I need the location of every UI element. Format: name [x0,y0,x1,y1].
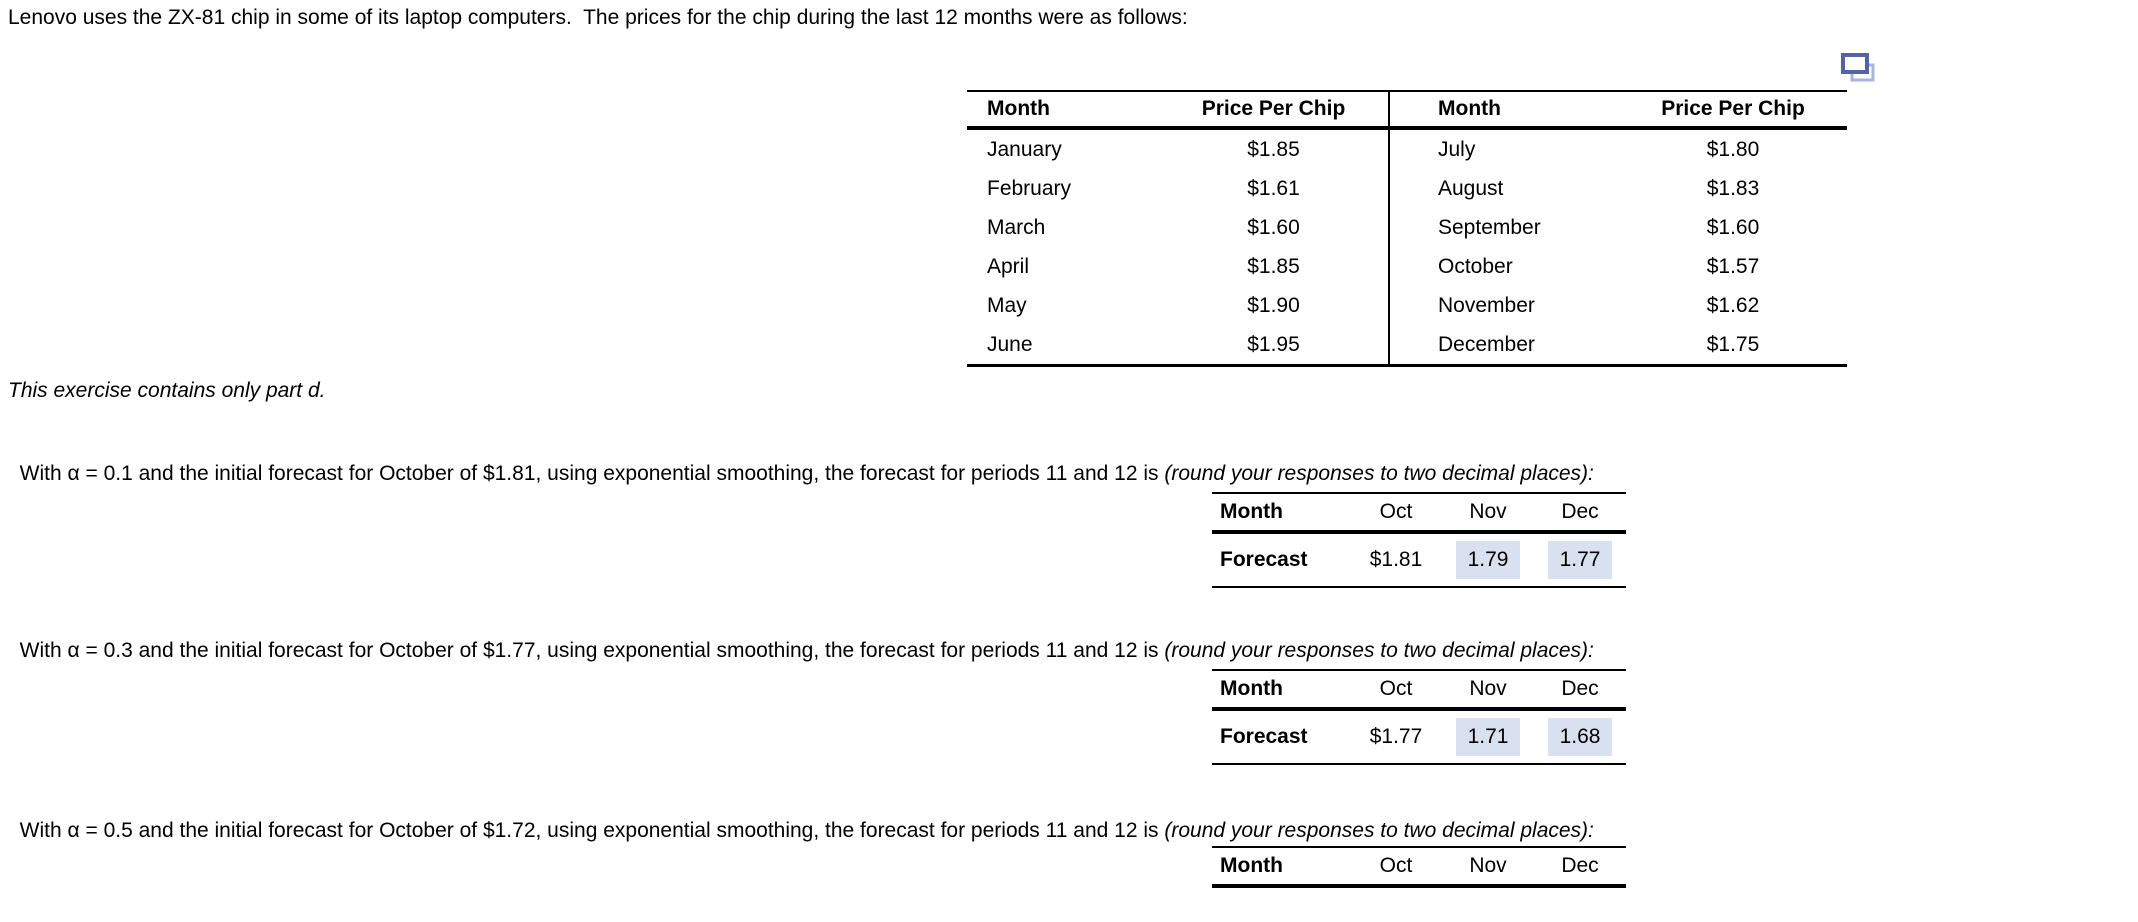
forecast-header-nov: Nov [1442,493,1534,534]
forecast-header-row: Month Oct Nov Dec [1212,493,1626,534]
forecast-row: Forecast $1.81 1.79 1.77 [1212,532,1626,587]
part-note: This exercise contains only part d. [8,379,326,402]
question-text: With α = 0.3 and the initial forecast fo… [19,639,1165,662]
forecast-header-oct: Oct [1350,847,1442,888]
forecast-header-month: Month [1212,493,1350,534]
forecast-header-nov: Nov [1442,847,1534,888]
forecast-nov-answer[interactable]: 1.79 [1455,541,1521,579]
forecast-table-alpha-05-container: Month Oct Nov Dec [1212,846,1626,888]
popout-icon-glyph [1841,53,1875,82]
month-cell: June [987,332,1033,356]
question-text: With α = 0.1 and the initial forecast fo… [19,462,1165,485]
question-line-alpha-03: With α = 0.3 and the initial forecast fo… [8,612,1594,664]
forecast-table-alpha-05: Month Oct Nov Dec [1212,846,1626,888]
month-cell: March [987,215,1046,239]
popout-icon[interactable] [1840,52,1878,85]
forecast-header-row: Month Oct Nov Dec [1212,847,1626,888]
price-table-container: Month Price Per Chip Month Price Per Chi… [967,90,1847,367]
forecast-dec-answer[interactable]: 1.68 [1547,718,1613,756]
price-cell: $1.60 [1247,215,1300,239]
forecast-header-row: Month Oct Nov Dec [1212,670,1626,711]
question-text: With α = 0.5 and the initial forecast fo… [19,819,1165,842]
month-cell: May [987,293,1027,317]
month-cell: April [987,254,1030,278]
table-row: May $1.90 November $1.62 [967,286,1847,325]
month-cell: December [1388,325,1619,366]
price-cell: $1.90 [1247,293,1300,317]
forecast-table-alpha-03-container: Month Oct Nov Dec Forecast $1.77 1.71 1.… [1212,669,1626,765]
forecast-nov-answer[interactable]: 1.71 [1455,718,1521,756]
price-cell: $1.80 [1706,137,1760,161]
forecast-dec-answer[interactable]: 1.77 [1547,541,1613,579]
forecast-oct-given: $1.81 [1369,548,1423,571]
price-cell: $1.60 [1706,215,1760,239]
question-rounding-note: (round your responses to two decimal pla… [1164,639,1594,662]
price-table: Month Price Per Chip Month Price Per Chi… [967,90,1847,367]
month-cell: February [987,176,1072,200]
price-cell: $1.85 [1247,254,1300,278]
forecast-header-nov: Nov [1442,670,1534,711]
forecast-table-alpha-01: Month Oct Nov Dec Forecast $1.81 1.79 1.… [1212,492,1626,588]
price-cell: $1.57 [1706,254,1760,278]
price-cell: $1.85 [1247,137,1300,161]
forecast-header-dec: Dec [1534,847,1626,888]
month-cell: November [1388,286,1619,325]
forecast-header-dec: Dec [1534,493,1626,534]
table-row: January $1.85 July $1.80 [967,128,1847,169]
question-line-alpha-05: With α = 0.5 and the initial forecast fo… [8,792,1594,844]
price-cell: $1.61 [1247,176,1300,200]
forecast-header-month: Month [1212,847,1350,888]
price-cell: $1.62 [1706,293,1760,317]
table-row: March $1.60 September $1.60 [967,208,1847,247]
forecast-header-oct: Oct [1350,493,1442,534]
month-cell: October [1388,247,1619,286]
forecast-oct-given: $1.77 [1369,725,1423,748]
price-table-header-row: Month Price Per Chip Month Price Per Chi… [967,91,1847,130]
table-row: April $1.85 October $1.57 [967,247,1847,286]
month-cell: July [1388,128,1619,169]
column-header-price-right: Price Per Chip [1619,91,1847,130]
question-rounding-note: (round your responses to two decimal pla… [1164,819,1594,842]
price-cell: $1.75 [1706,332,1760,356]
forecast-table-alpha-03: Month Oct Nov Dec Forecast $1.77 1.71 1.… [1212,669,1626,765]
forecast-header-dec: Dec [1534,670,1626,711]
column-header-price-left: Price Per Chip [1159,91,1389,130]
problem-statement: Lenovo uses the ZX-81 chip in some of it… [8,6,1188,29]
table-row: February $1.61 August $1.83 [967,169,1847,208]
forecast-row: Forecast $1.77 1.71 1.68 [1212,709,1626,764]
month-cell: September [1388,208,1619,247]
forecast-header-oct: Oct [1350,670,1442,711]
month-cell: January [987,137,1062,161]
forecast-table-alpha-01-container: Month Oct Nov Dec Forecast $1.81 1.79 1.… [1212,492,1626,588]
month-cell: August [1388,169,1619,208]
question-line-alpha-01: With α = 0.1 and the initial forecast fo… [8,435,1594,487]
forecast-row-label: Forecast [1220,548,1308,571]
column-header-month-left: Month [967,91,1159,130]
column-header-month-right: Month [1388,91,1619,130]
question-rounding-note: (round your responses to two decimal pla… [1164,462,1594,485]
price-cell: $1.95 [1247,332,1300,356]
table-row: June $1.95 December $1.75 [967,325,1847,366]
forecast-row-label: Forecast [1220,725,1308,748]
price-cell: $1.83 [1706,176,1760,200]
forecast-header-month: Month [1212,670,1350,711]
